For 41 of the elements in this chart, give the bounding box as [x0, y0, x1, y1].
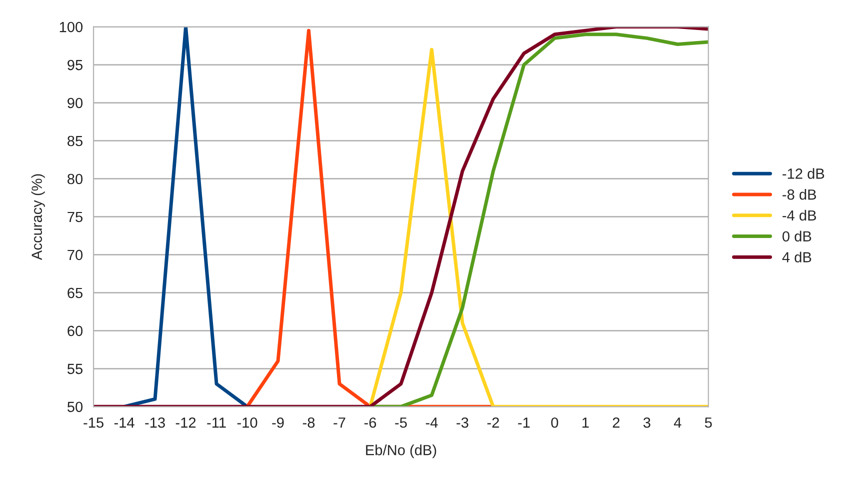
- x-tick-label: 2: [612, 417, 620, 428]
- x-tick-label: -6: [364, 417, 376, 428]
- y-axis-title: Accuracy (%): [31, 174, 45, 260]
- legend-label: -4 dB: [782, 210, 816, 221]
- x-tick-label: -7: [334, 418, 346, 428]
- y-tick-label: 55: [67, 364, 82, 374]
- x-axis-title: Eb/No (dB): [366, 444, 436, 458]
- x-tick-label: -1: [518, 418, 530, 428]
- x-tick-label: 3: [643, 417, 650, 428]
- x-tick-label: -3: [456, 417, 468, 428]
- x-tick-label: 4: [674, 418, 682, 428]
- line-series: [94, 26, 708, 407]
- y-tick-label: 100: [60, 22, 83, 32]
- x-tick-label: -12: [176, 417, 196, 428]
- y-tick-label: 70: [68, 250, 83, 260]
- y-tick-label: 85: [68, 136, 82, 146]
- line-series: [122, 26, 249, 407]
- x-tick-label: -11: [207, 418, 226, 428]
- y-tick-label: 60: [68, 326, 83, 336]
- legend-label: -8 dB: [782, 189, 816, 200]
- x-tick-label: -9: [272, 417, 284, 428]
- x-tick-label: -2: [487, 417, 499, 428]
- x-tick-label: 0: [551, 417, 558, 428]
- legend-label: -12 dB: [782, 168, 824, 179]
- y-tick-label: 50: [67, 402, 83, 412]
- y-tick-label: 65: [68, 288, 82, 298]
- x-tick-label: -10: [237, 417, 258, 428]
- x-tick-label: -4: [426, 418, 438, 428]
- legend-label: 0 dB: [782, 230, 812, 242]
- x-tick-label: -8: [302, 417, 315, 428]
- x-tick-label: -5: [395, 418, 407, 428]
- x-tick-label: 1: [582, 418, 589, 428]
- y-tick-label: 80: [68, 174, 83, 184]
- y-tick-label: 95: [68, 60, 82, 70]
- x-tick-label: -15: [84, 418, 104, 428]
- legend-label: 4 dB: [782, 252, 812, 262]
- y-tick-label: 75: [68, 212, 82, 222]
- y-tick-label: 90: [68, 98, 83, 108]
- x-tick-label: -13: [145, 417, 165, 428]
- x-tick-label: -14: [114, 418, 134, 428]
- x-tick-label: 5: [704, 418, 712, 428]
